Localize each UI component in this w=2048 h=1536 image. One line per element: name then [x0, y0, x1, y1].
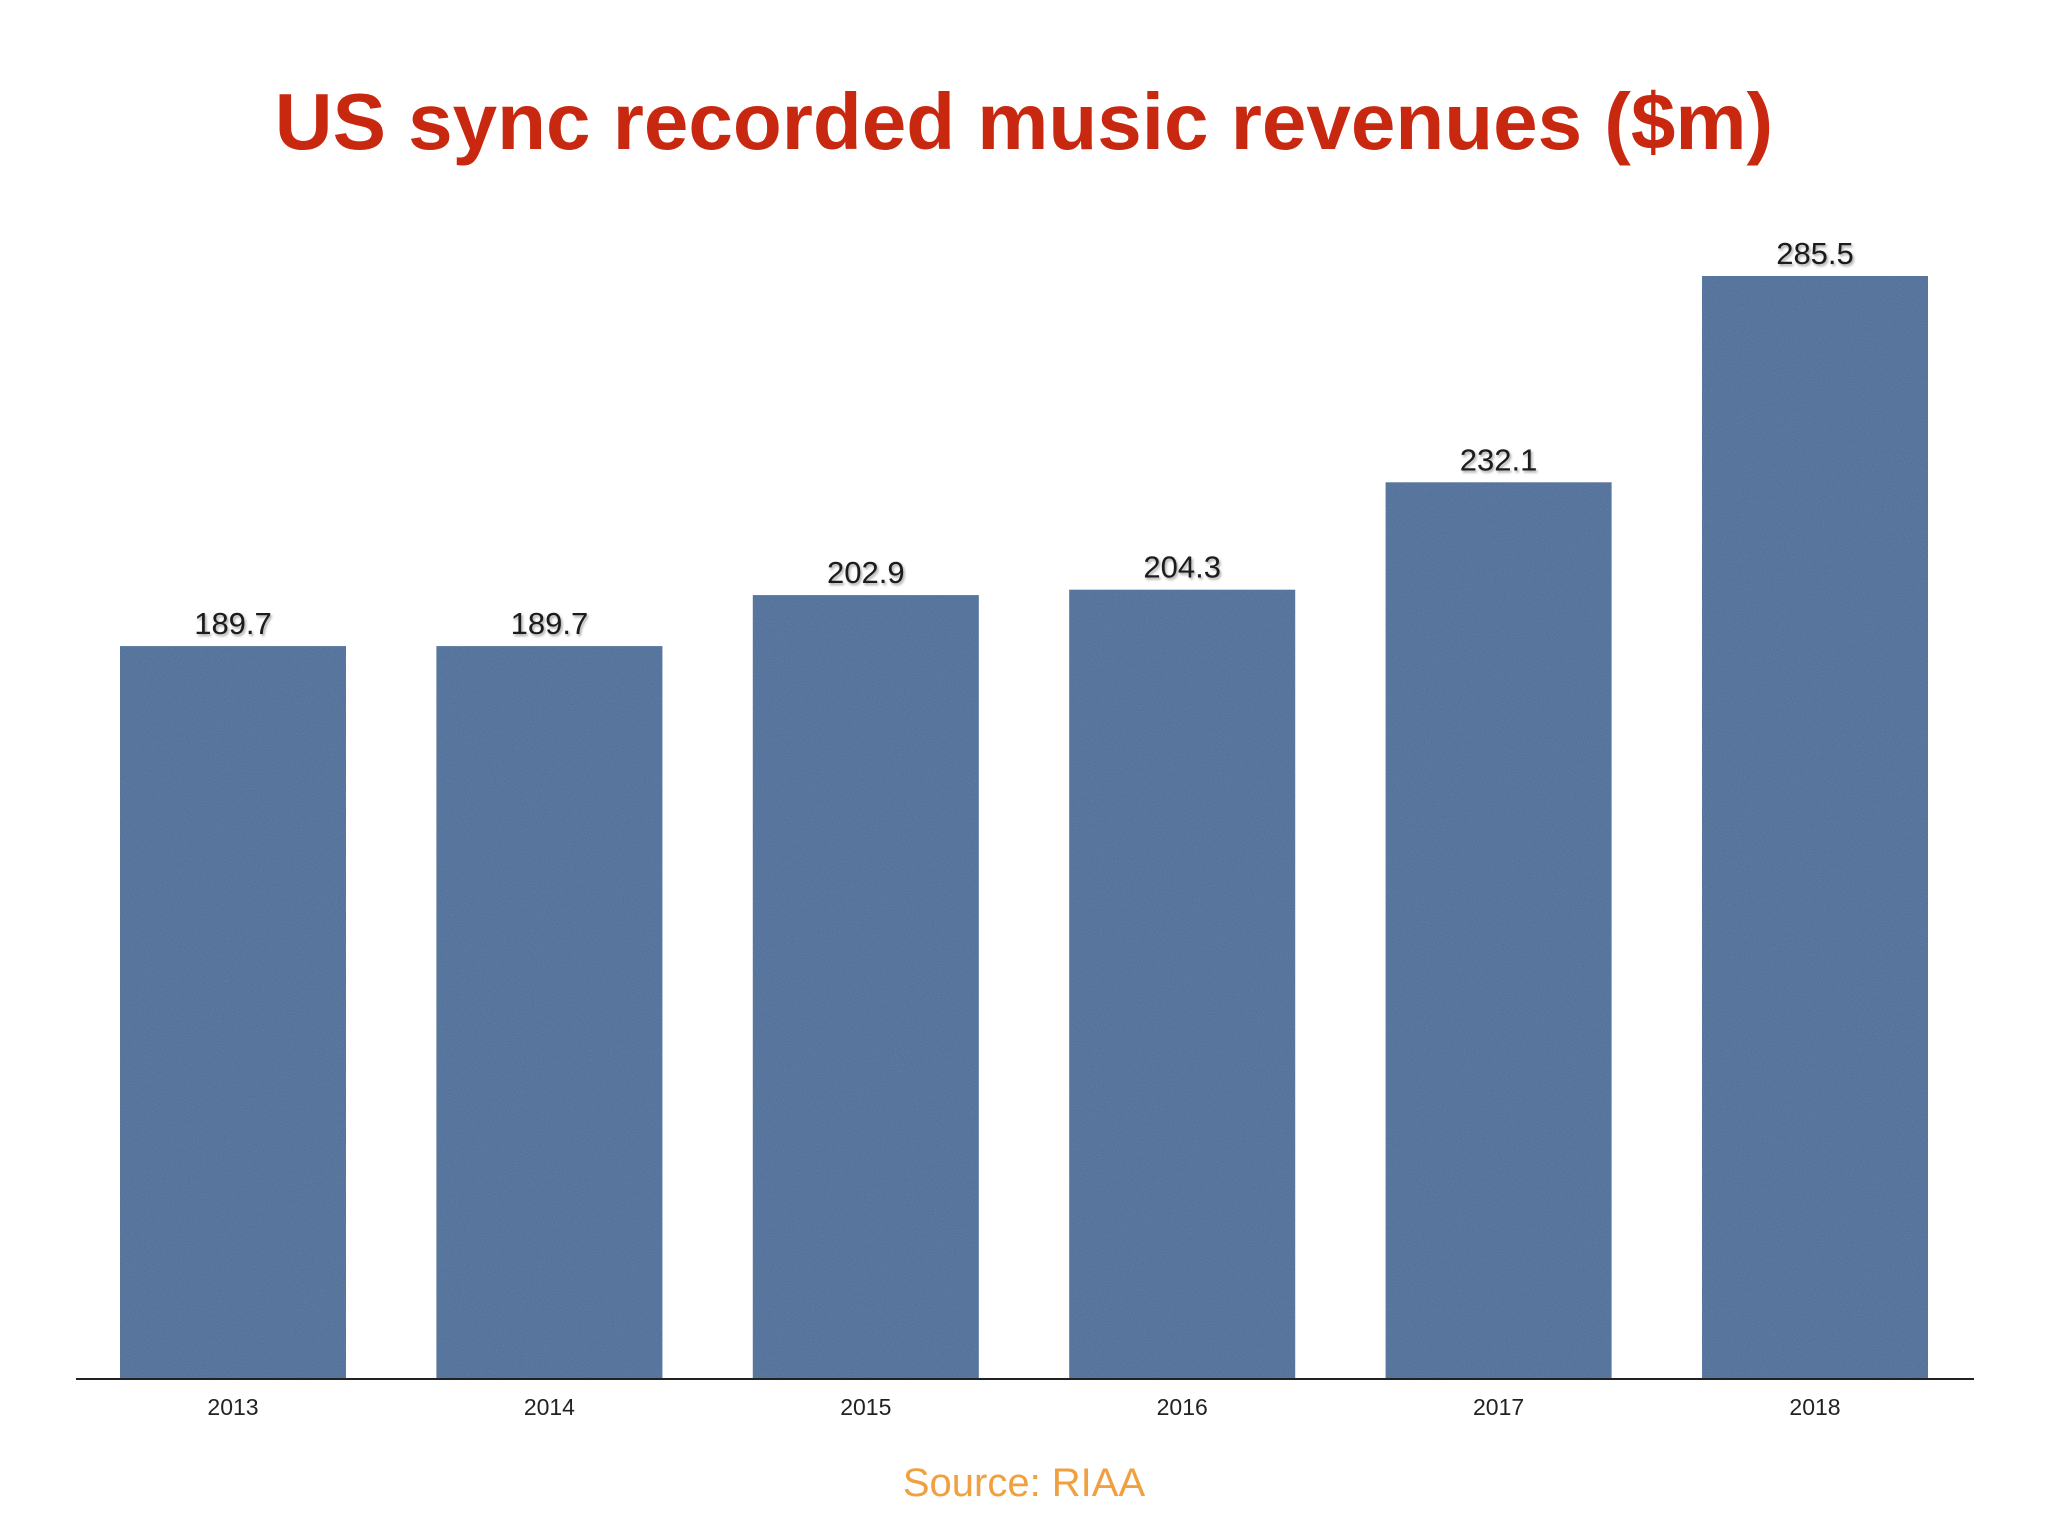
- bar-2016: [1069, 589, 1296, 1379]
- bar-2017: [1385, 482, 1612, 1379]
- value-label-2015: 202.9: [827, 555, 905, 590]
- chart-title: US sync recorded music revenues ($m): [274, 77, 1774, 166]
- source-note: Source: RIAA: [902, 1461, 1146, 1505]
- x-tick-label-2016: 2016: [1157, 1394, 1208, 1420]
- x-tick-label-2014: 2014: [524, 1394, 575, 1420]
- value-label-2016: 204.3: [1143, 550, 1221, 585]
- x-tick-label-2015: 2015: [840, 1394, 891, 1420]
- bars-layer: [120, 276, 1928, 1379]
- x-tick-label-2018: 2018: [1789, 1394, 1840, 1420]
- bar-2015: [752, 595, 979, 1379]
- bar-2018: [1702, 276, 1928, 1379]
- value-label-2014: 189.7: [511, 606, 589, 641]
- value-label-2017: 232.1: [1460, 442, 1538, 477]
- bar-2014: [436, 646, 663, 1379]
- x-tick-label-2013: 2013: [207, 1394, 258, 1420]
- x-tick-labels-layer: 2013 2014 2015 2016 2017 2018: [207, 1394, 1840, 1420]
- value-labels-layer: 189.7 189.7 202.9 204.3 232.1 285.5: [194, 236, 1854, 641]
- bar-2013: [120, 646, 346, 1379]
- x-tick-label-2017: 2017: [1473, 1394, 1524, 1420]
- value-label-2013: 189.7: [194, 606, 272, 641]
- value-label-2018: 285.5: [1776, 236, 1854, 271]
